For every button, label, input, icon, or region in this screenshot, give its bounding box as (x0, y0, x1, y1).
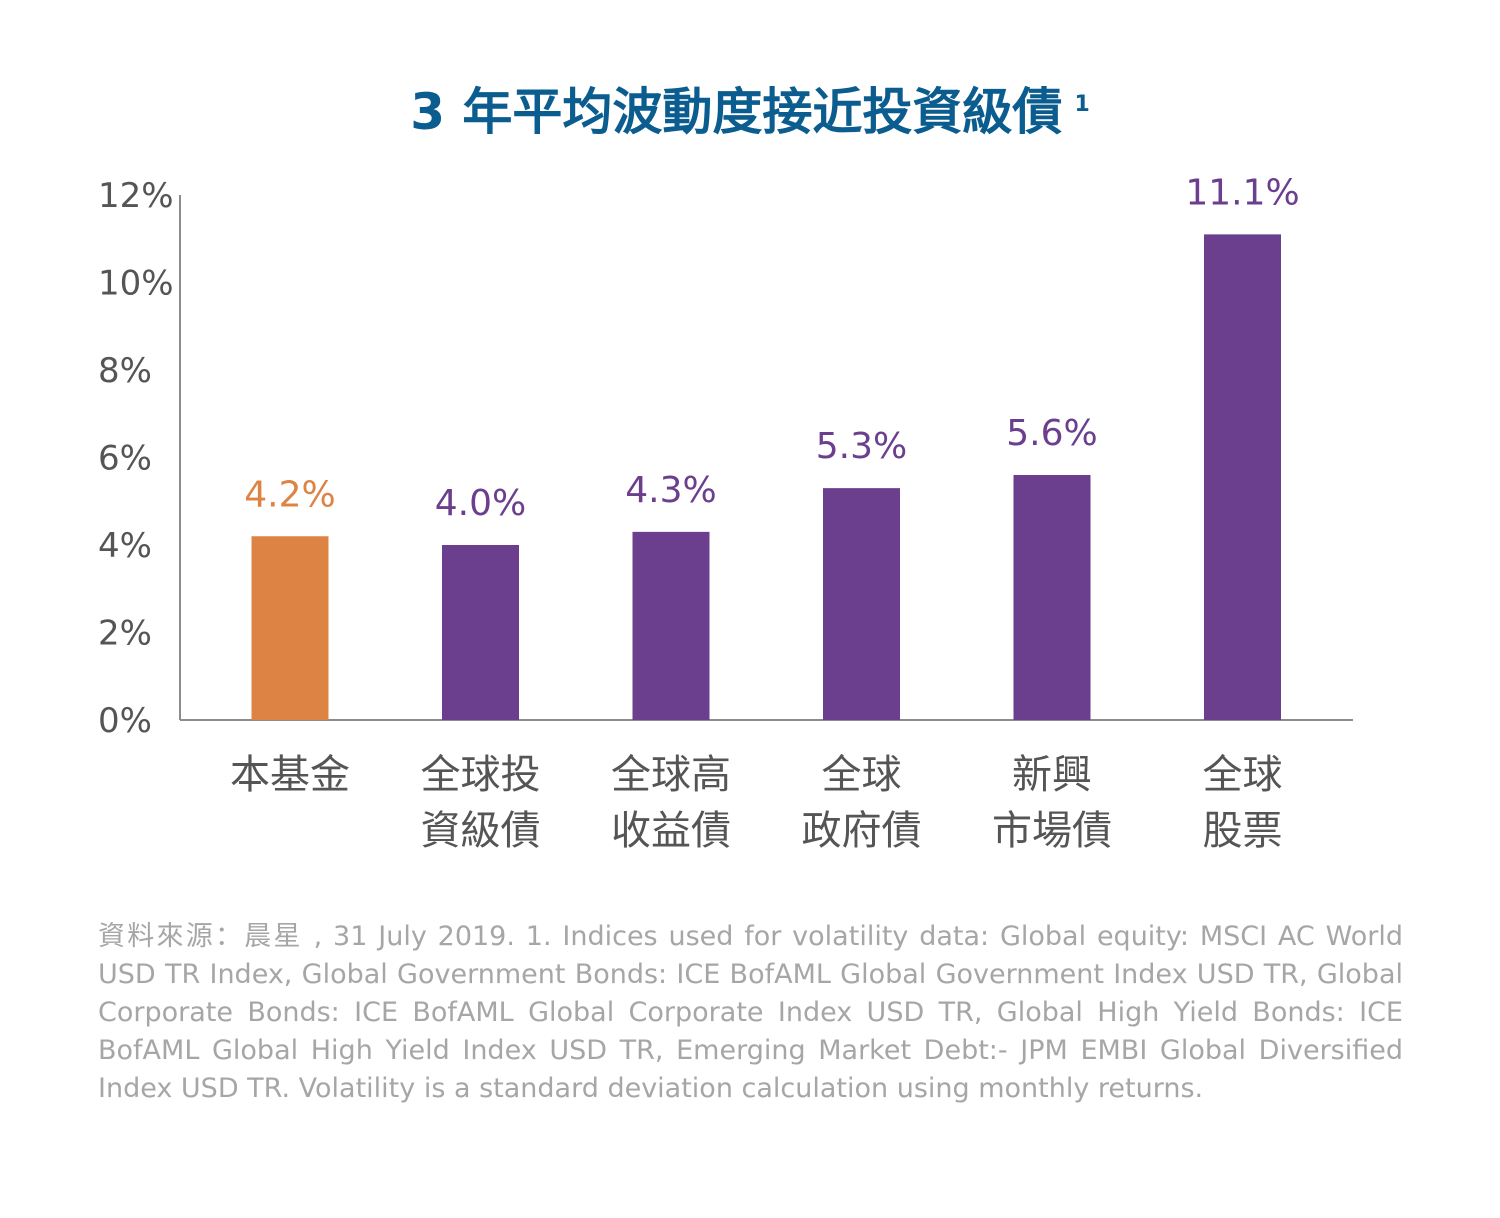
bar (632, 531, 710, 720)
y-tick-label: 4% (98, 526, 152, 566)
category-label: 新興市場債 (992, 752, 1112, 854)
y-tick-label: 12% (98, 176, 174, 216)
bar-chart: 0% 2% 4% 6% 8% 10% 12% 4.2% 本基金 4.0% 全球投資級債 4.3% 全球高… (98, 172, 1353, 854)
category-label-line: 全球投 (421, 752, 541, 798)
y-tick-label: 0% (98, 701, 152, 741)
data-label: 4.2% (244, 474, 335, 515)
category-label: 全球高收益債 (611, 752, 731, 854)
y-tick-label: 8% (98, 351, 152, 391)
y-tick-label: 6% (98, 439, 152, 479)
category-label-line: 政府債 (802, 808, 922, 854)
category-label: 全球政府債 (802, 752, 922, 854)
category-label: 全球股票 (1203, 752, 1283, 854)
source-note: 資料來源：晨星 , 31 July 2019. 1. Indices used … (98, 921, 1403, 1104)
y-tick-label: 10% (98, 264, 174, 304)
chart-title-text: 3 年平均波動度接近投資級債 (410, 83, 1063, 141)
category-label-line: 新興 (1012, 752, 1092, 798)
title-footnote-mark: 1 (1074, 92, 1090, 118)
category-label: 全球投資級債 (421, 752, 541, 854)
category-label-line: 全球 (822, 752, 902, 798)
category-label-line: 本基金 (230, 752, 350, 798)
bar (823, 488, 900, 720)
bar (1013, 475, 1091, 720)
category-label-line: 收益債 (611, 808, 731, 854)
category-label-line: 股票 (1203, 808, 1283, 854)
data-label: 5.6% (1006, 413, 1097, 454)
data-label: 4.3% (625, 470, 716, 511)
category-label-line: 資級債 (421, 808, 541, 854)
bar (251, 536, 329, 720)
category-label-line: 市場債 (992, 808, 1112, 854)
chart-title: 3 年平均波動度接近投資級債 1 (0, 72, 1500, 144)
category-label-line: 全球 (1203, 752, 1283, 798)
category-label: 本基金 (230, 752, 350, 798)
y-tick-label: 2% (98, 614, 152, 654)
data-label: 5.3% (816, 426, 907, 467)
category-label-line: 全球高 (611, 752, 731, 798)
data-label: 4.0% (435, 483, 526, 524)
bar (442, 545, 519, 720)
data-label: 11.1% (1185, 172, 1299, 213)
bar (1204, 234, 1281, 720)
